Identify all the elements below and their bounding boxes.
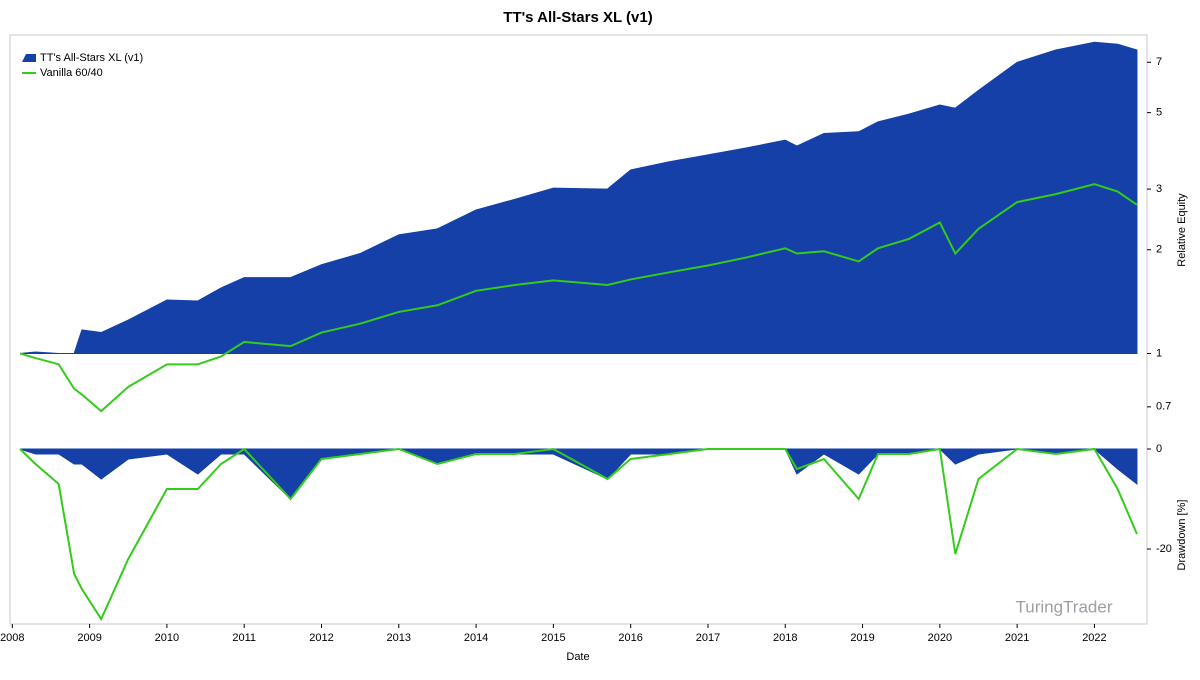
y-tick-label: 7 [1156,56,1162,68]
y-axis-label: Relative Equity [1176,193,1188,267]
y-tick-label: 3 [1156,183,1162,195]
area [20,41,1138,354]
x-tick-label: 2009 [77,632,101,644]
x-tick-label: 2019 [850,632,874,644]
area [19,448,1138,500]
x-tick-label: 2018 [773,632,797,644]
x-tick-label: 2008 [0,632,24,644]
x-tick-label: 2017 [696,632,720,644]
x-tick-label: 2022 [1082,632,1106,644]
y-tick-label: -20 [1156,543,1172,555]
x-tick-label: 2015 [541,632,565,644]
line [19,183,1138,413]
chart-title: TT's All-Stars XL (v1) [503,9,652,26]
x-tick-label: 2013 [387,632,411,644]
y-tick-label: 1 [1156,347,1162,359]
y-tick-label: 0.7 [1156,401,1171,413]
x-tick-label: 2012 [309,632,333,644]
legend-label: Vanilla 60/40 [40,67,103,79]
y-tick-label: 2 [1156,244,1162,256]
x-tick-label: 2021 [1005,632,1029,644]
x-axis-label: Date [566,651,589,663]
watermark: TuringTrader [1016,597,1113,616]
y-axis-label: Drawdown [%] [1176,500,1188,571]
x-tick-label: 2014 [464,632,488,644]
x-tick-label: 2016 [618,632,642,644]
legend-label: TT's All-Stars XL (v1) [40,52,143,64]
line [19,447,1138,622]
y-tick-label: 0 [1156,443,1162,455]
y-tick-label: 5 [1156,107,1162,119]
legend-swatch [22,54,36,62]
plot-frame [9,34,1148,625]
x-tick-label: 2020 [928,632,952,644]
x-tick-label: 2010 [155,632,179,644]
x-tick-label: 2011 [232,632,256,644]
